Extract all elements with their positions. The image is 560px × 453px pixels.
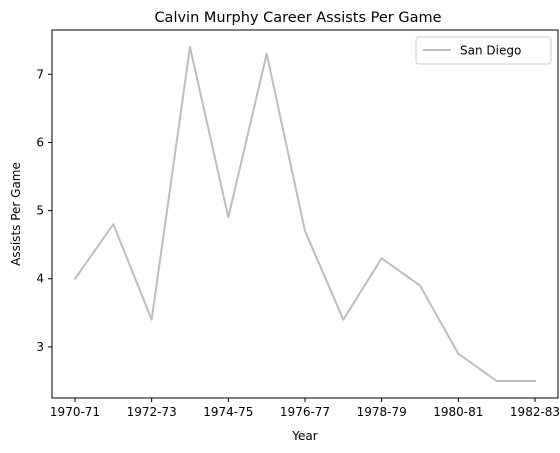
x-tick-label: 1976-77	[280, 405, 330, 419]
legend-label: San Diego	[460, 44, 521, 58]
series-line-0	[74, 46, 536, 382]
x-tick-label: 1978-79	[357, 405, 407, 419]
x-tick-label: 1980-81	[433, 405, 483, 419]
series-layer	[74, 46, 536, 382]
plot-background	[52, 30, 558, 398]
y-axis-label: Assists Per Game	[9, 162, 23, 266]
chart-title: Calvin Murphy Career Assists Per Game	[154, 10, 441, 26]
y-tick-label: 4	[36, 272, 44, 286]
x-tick-label: 1970-71	[50, 405, 100, 419]
y-axis: 3 4 5 6 7	[36, 67, 52, 354]
legend-box	[415, 36, 552, 65]
x-tick-label: 1972-73	[127, 405, 177, 419]
y-tick-label: 7	[36, 67, 44, 81]
legend: San Diego	[415, 36, 552, 65]
x-tick-label: 1974-75	[203, 405, 253, 419]
x-axis: 1970-71 1972-73 1974-75 1976-77 1978-79 1980-…	[50, 398, 560, 419]
plot-area	[51, 29, 559, 399]
y-tick-label: 3	[36, 340, 44, 354]
x-axis-label: Year	[291, 429, 317, 443]
x-tick-label: 1982-83	[510, 405, 560, 419]
y-tick-label: 5	[36, 204, 44, 218]
y-tick-label: 6	[36, 135, 44, 149]
